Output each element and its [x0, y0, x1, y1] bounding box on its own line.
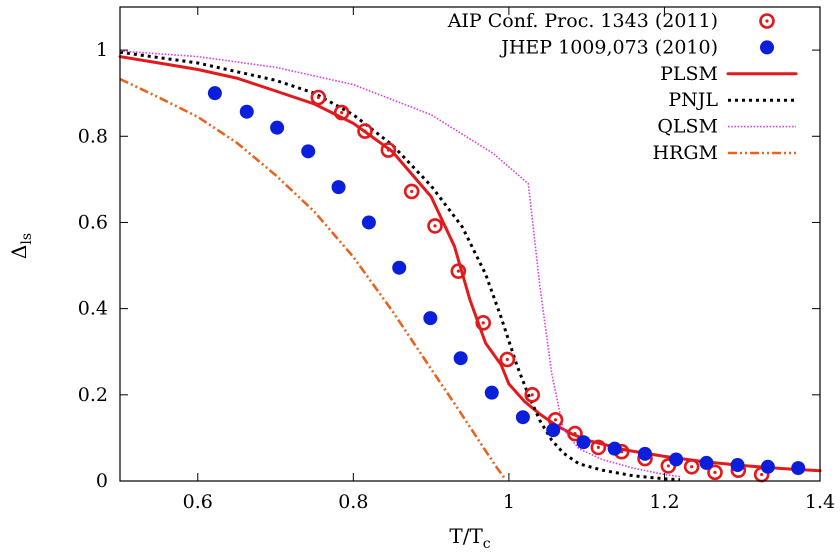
aip-data-point: [310, 89, 327, 106]
y-tick-label: 0: [96, 470, 108, 492]
jhep-data-point: [331, 180, 346, 195]
plot-points: [207, 86, 806, 483]
jhep-data-point: [515, 410, 530, 425]
x-axis-title: T/Tc: [449, 524, 490, 552]
aip-data-point: [707, 464, 723, 481]
x-axis-title-main: T/T: [449, 524, 483, 548]
jhep-data-point: [791, 461, 806, 476]
series-line-qlsm: [119, 50, 681, 478]
x-tick-label: 1.4: [805, 491, 835, 513]
y-tick-label: 0.8: [78, 125, 108, 147]
aip-data-point: [357, 123, 373, 139]
jhep-data-point: [607, 441, 622, 456]
aip-data-point: [683, 458, 700, 475]
aip-data-point: [380, 142, 397, 158]
jhep-data-point: [638, 446, 652, 461]
y-tick-label: 0.2: [78, 384, 108, 406]
x-tick-label: 1: [503, 491, 515, 513]
legend-marker: [759, 13, 775, 29]
jhep-data-point: [453, 351, 468, 366]
jhep-data-point: [669, 452, 684, 467]
jhep-data-point: [760, 459, 775, 474]
jhep-data-point: [576, 435, 591, 450]
jhep-data-point: [207, 86, 222, 101]
y-axis-title-sub: ls: [19, 233, 35, 245]
x-axis-title-sub: c: [483, 536, 491, 552]
aip-data-point: [427, 218, 443, 234]
x-tick-label: 0.8: [338, 491, 368, 513]
series-line-plsm: [118, 55, 822, 473]
aip-data-point: [567, 425, 583, 442]
legend-label: JHEP 1009,073 (2010): [499, 36, 718, 58]
legend-label: QLSM: [657, 116, 718, 138]
aip-data-point: [403, 183, 420, 200]
plot-lines: [118, 50, 822, 482]
tick-labels: 0.6 0.8 1 1.2 1.4 0 0.2 0.4 0.6 0.8 1: [78, 39, 835, 513]
aip-data-point: [524, 387, 541, 403]
x-tick-label: 0.6: [183, 491, 213, 513]
y-axis-title-main: Δ: [7, 245, 31, 259]
series-line-hrgm: [119, 77, 507, 480]
plot-frame: [119, 6, 821, 482]
y-tick-label: 1: [96, 39, 108, 61]
jhep-data-point: [239, 104, 254, 119]
jhep-data-point: [361, 215, 376, 230]
y-tick-label: 0.6: [78, 211, 108, 233]
jhep-data-point: [546, 423, 561, 438]
jhep-data-point: [699, 455, 714, 470]
aip-data-point: [450, 263, 467, 279]
aip-data-point: [475, 315, 492, 331]
legend-label: PLSM: [660, 63, 718, 85]
aip-data-point: [590, 439, 607, 456]
jhep-data-point: [270, 120, 285, 135]
y-axis-title: Δls: [7, 233, 35, 259]
axis-ticks: [120, 7, 821, 482]
legend: AIP Conf. Proc. 1343 (2011) JHEP 1009,073…: [447, 10, 798, 164]
aip-data-point: [499, 351, 516, 368]
jhep-data-point: [484, 385, 499, 400]
jhep-data-point: [301, 144, 316, 159]
legend-label: PNJL: [668, 89, 718, 111]
y-tick-label: 0.4: [78, 298, 108, 320]
aip-data-point: [333, 104, 350, 121]
legend-marker: [760, 40, 774, 55]
legend-label: AIP Conf. Proc. 1343 (2011): [447, 10, 718, 32]
jhep-data-point: [423, 311, 438, 326]
jhep-data-point: [392, 260, 407, 275]
jhep-data-point: [730, 458, 745, 473]
legend-label: HRGM: [652, 142, 718, 164]
x-tick-label: 1.2: [649, 491, 679, 513]
